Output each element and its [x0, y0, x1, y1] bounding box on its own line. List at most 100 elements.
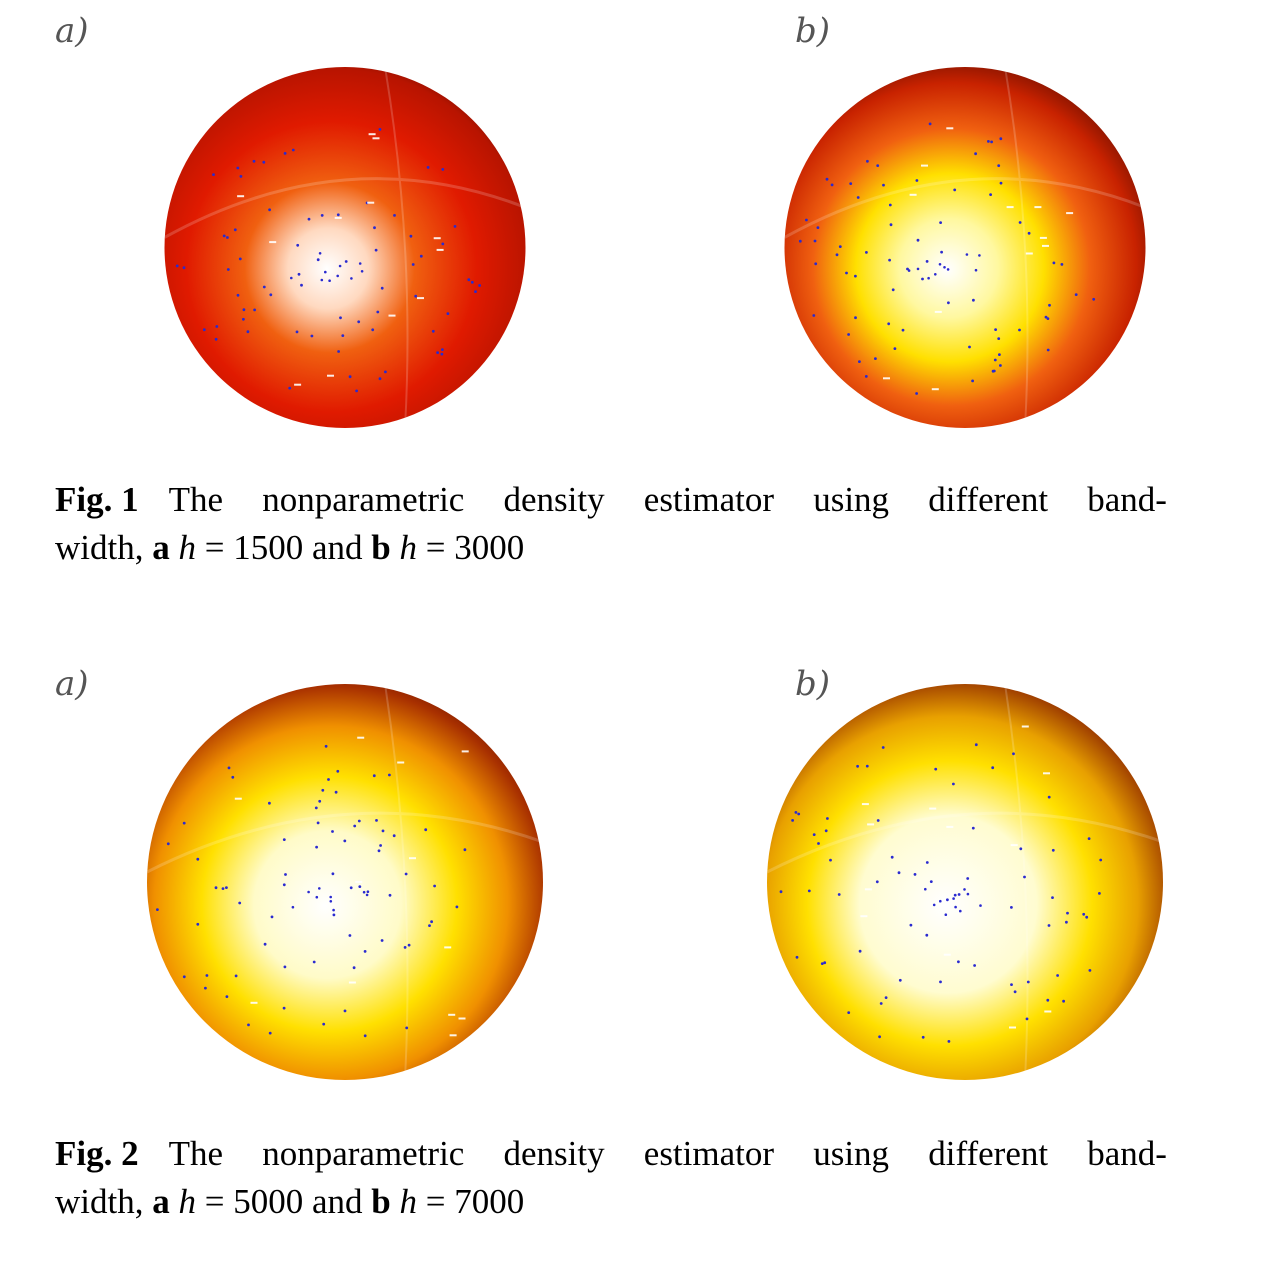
sample-point — [887, 322, 891, 326]
sample-point — [1065, 920, 1068, 924]
sample-point — [318, 252, 322, 255]
sample-point — [998, 353, 1001, 356]
sample-point — [856, 196, 860, 199]
sample-point — [963, 888, 966, 891]
highlight-dash — [269, 241, 277, 244]
sample-point — [336, 274, 339, 278]
sample-point — [971, 826, 975, 830]
sample-point — [407, 943, 411, 947]
fig1-caption-line2: width, a h = 1500 and b h = 3000 — [55, 528, 525, 567]
fig2-caption: Fig. 2 The nonparametric density estimato… — [55, 1130, 1167, 1226]
sample-point — [915, 179, 919, 182]
fig1-sphere-a — [164, 67, 526, 428]
sample-point — [329, 900, 333, 903]
sample-point — [327, 778, 330, 781]
sample-point — [940, 250, 943, 254]
sample-point — [441, 168, 445, 171]
sample-point — [365, 893, 369, 897]
sample-point — [307, 890, 310, 894]
highlight-dash — [1043, 772, 1050, 775]
sample-point — [876, 164, 880, 167]
caption-word: density — [503, 1134, 605, 1173]
sample-point — [268, 208, 271, 212]
sample-point — [838, 245, 842, 249]
sample-point — [993, 358, 997, 362]
sample-point — [372, 774, 376, 778]
sample-point — [440, 352, 444, 356]
sample-point — [864, 375, 868, 378]
caption-word: density — [503, 480, 605, 519]
sample-point — [928, 122, 932, 126]
sample-point — [446, 312, 450, 315]
sample-point — [999, 181, 1003, 185]
sample-point — [847, 1011, 851, 1014]
sample-point — [882, 183, 885, 187]
sample-point — [357, 320, 361, 324]
sample-point — [291, 148, 295, 152]
caption-word: estimator — [643, 1134, 775, 1173]
sample-point — [1052, 261, 1056, 265]
sample-point — [898, 978, 902, 982]
sample-point — [314, 806, 318, 810]
highlight-dash — [334, 216, 342, 219]
sample-point — [357, 819, 361, 823]
sample-point — [1018, 221, 1022, 224]
sample-point — [388, 893, 392, 897]
sample-point — [352, 966, 356, 970]
sample-point — [1051, 848, 1055, 852]
sample-point — [817, 842, 820, 845]
sample-point — [997, 337, 1001, 340]
sample-point — [798, 239, 802, 243]
highlight-dash — [237, 195, 245, 198]
sample-point — [350, 277, 353, 280]
sample-point — [300, 283, 303, 287]
highlight-dash — [1006, 206, 1014, 209]
density-sphere — [164, 67, 526, 428]
highlight-dash — [1034, 206, 1042, 209]
fig1-panel-b-label: b) — [795, 11, 831, 51]
sample-point — [939, 980, 942, 984]
fig2-label: Fig. 2 — [55, 1134, 139, 1173]
sample-point — [226, 236, 229, 239]
sample-point — [321, 788, 325, 792]
sample-point — [952, 897, 955, 900]
sample-point — [262, 285, 266, 289]
highlight-dash — [1044, 1010, 1052, 1013]
sample-point — [965, 253, 969, 256]
sample-point — [332, 913, 336, 917]
sample-point — [978, 254, 981, 257]
sample-point — [426, 166, 430, 169]
sample-point — [204, 986, 207, 990]
sample-point — [797, 812, 801, 816]
highlight-dash — [388, 314, 396, 317]
sample-point — [239, 175, 243, 178]
sample-point — [1023, 875, 1026, 879]
sample-point — [381, 829, 385, 833]
sample-point — [348, 375, 352, 379]
highlight-dash — [449, 1034, 457, 1037]
sample-point — [225, 886, 228, 889]
sample-point — [463, 848, 467, 852]
sample-point — [349, 886, 353, 890]
sample-point — [816, 226, 820, 230]
highlight-dash — [867, 823, 875, 826]
sample-point — [373, 226, 376, 230]
sample-point — [384, 370, 387, 374]
caption-word: estimator — [643, 480, 775, 519]
sample-point — [343, 1009, 347, 1013]
sample-point — [924, 887, 927, 891]
sample-point — [943, 266, 946, 269]
sample-point — [1047, 924, 1051, 927]
sample-point — [1012, 752, 1015, 756]
highlight-dash — [368, 133, 376, 136]
sample-point — [343, 839, 347, 843]
sample-point — [1066, 911, 1069, 915]
sample-point — [322, 1022, 326, 1026]
highlight-dash — [433, 237, 441, 240]
sample-point — [236, 293, 240, 297]
sample-point — [865, 251, 868, 254]
density-sphere — [784, 67, 1146, 428]
sample-point — [959, 909, 962, 913]
highlight-dash — [946, 825, 954, 828]
sample-point — [268, 801, 271, 805]
